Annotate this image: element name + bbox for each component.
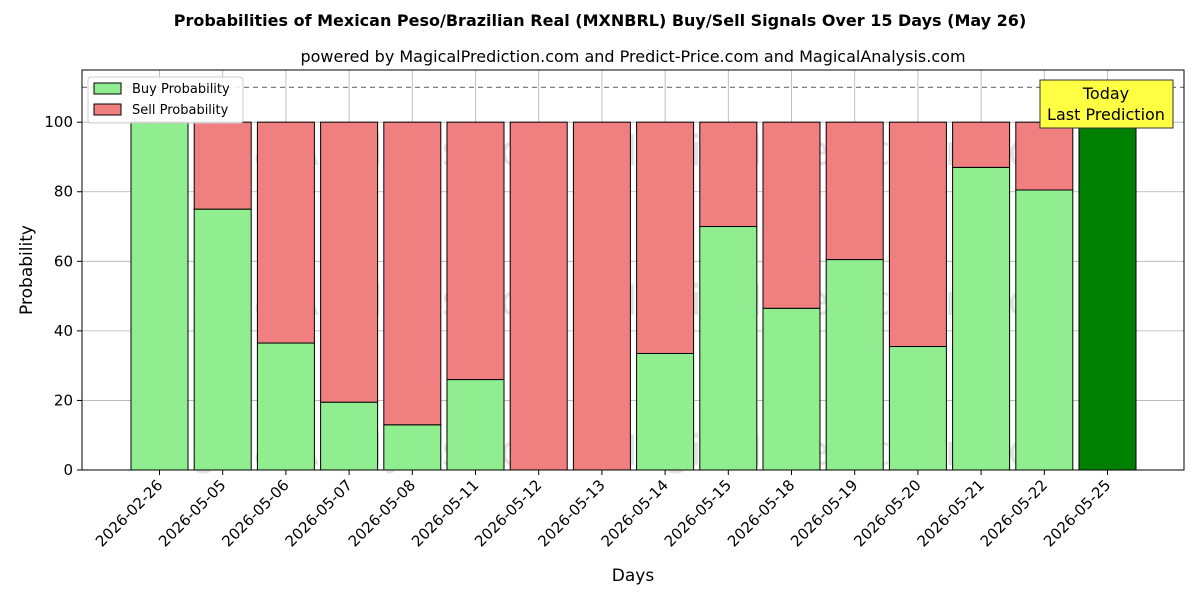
x-tick-label: 2026-05-19 xyxy=(787,476,861,550)
bar-buy xyxy=(888,346,947,471)
bar-buy xyxy=(446,379,505,471)
x-tick-label: 2026-05-14 xyxy=(598,476,672,550)
y-tick-label: 0 xyxy=(63,461,73,479)
bar-buy xyxy=(699,226,758,471)
bar-buy xyxy=(256,342,315,471)
y-tick-label: 100 xyxy=(44,113,73,131)
y-tick-label: 40 xyxy=(54,322,73,340)
x-tick-label: 2026-05-12 xyxy=(471,476,545,550)
plot-frame xyxy=(81,69,1185,471)
x-tick-label: 2026-05-25 xyxy=(1040,476,1114,550)
bar-buy xyxy=(1078,121,1137,471)
today-annotation: Today Last Prediction xyxy=(1039,79,1174,129)
legend-label-buy: Buy Probability xyxy=(132,82,230,97)
y-axis-label: Probability xyxy=(17,225,37,315)
x-tick-label: 2026-05-08 xyxy=(345,476,419,550)
chart-title: Probabilities of Mexican Peso/Brazilian … xyxy=(174,11,1027,30)
bar-buy xyxy=(383,424,442,471)
x-axis-label: Days xyxy=(612,566,655,586)
bars-layer xyxy=(130,121,1137,471)
legend-swatch-buy xyxy=(93,82,122,95)
bar-buy xyxy=(320,401,379,471)
bar-buy xyxy=(825,259,884,471)
legend: Buy Probability Sell Probability xyxy=(87,76,244,124)
x-tick-label: 2026-05-21 xyxy=(914,476,988,550)
legend-swatch-sell xyxy=(93,103,122,116)
bar-buy xyxy=(636,352,695,471)
annotation-box xyxy=(1039,79,1174,129)
bar-sell xyxy=(636,121,695,354)
x-tick-label: 2026-05-20 xyxy=(850,476,924,550)
bar-sell xyxy=(699,121,758,228)
x-tick-label: 2026-05-05 xyxy=(155,476,229,550)
bar-buy xyxy=(1015,189,1074,471)
bar-sell xyxy=(256,121,315,344)
bar-buy xyxy=(193,208,252,471)
bar-sell xyxy=(320,121,379,403)
annotation-line-1: Today xyxy=(1082,84,1129,103)
bar-sell xyxy=(193,121,252,210)
y-tick-label: 60 xyxy=(54,252,73,270)
bar-sell xyxy=(509,121,568,471)
x-tick-label: 2026-05-13 xyxy=(534,476,608,550)
legend-box xyxy=(87,76,244,124)
bar-sell xyxy=(952,121,1011,168)
legend-label-sell: Sell Probability xyxy=(132,103,229,118)
bar-sell xyxy=(762,121,821,309)
x-tick-label: 2026-05-06 xyxy=(218,476,292,550)
x-tick-label: 2026-05-18 xyxy=(724,476,798,550)
bar-buy xyxy=(762,307,821,471)
bar-buy xyxy=(130,121,189,471)
bar-sell xyxy=(446,121,505,381)
chart-subtitle: powered by MagicalPrediction.com and Pre… xyxy=(300,47,965,66)
bar-sell xyxy=(825,121,884,261)
bar-sell xyxy=(888,121,947,348)
bar-buy xyxy=(952,166,1011,471)
bar-sell xyxy=(572,121,631,471)
bar-sell xyxy=(1015,121,1074,191)
x-tick-label: 2026-05-07 xyxy=(282,476,356,550)
x-tick-label: 2026-02-26 xyxy=(92,476,166,550)
y-tick-label: 80 xyxy=(54,183,73,201)
x-tick-label: 2026-05-11 xyxy=(408,476,482,550)
annotation-line-2: Last Prediction xyxy=(1047,105,1165,124)
y-tick-label: 20 xyxy=(54,391,73,409)
x-tick-label: 2026-05-22 xyxy=(977,476,1051,550)
x-tick-label: 2026-05-15 xyxy=(661,476,735,550)
bar-sell xyxy=(383,121,442,426)
